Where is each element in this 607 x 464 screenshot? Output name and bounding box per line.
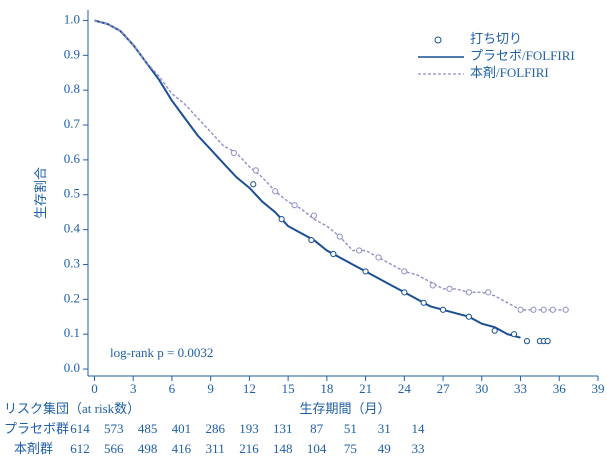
risk-count: 33: [412, 441, 425, 456]
censor-mark: [336, 233, 343, 240]
risk-count: 311: [206, 441, 225, 456]
risk-count: 416: [172, 441, 192, 456]
risk-row-label: プラセボ群: [4, 421, 69, 436]
x-tick-label: 21: [359, 381, 372, 396]
y-tick-label: 0.0: [64, 360, 80, 375]
censor-mark: [375, 254, 382, 261]
censor-mark: [530, 306, 537, 313]
x-tick-label: 0: [91, 381, 98, 396]
censor-mark: [252, 167, 259, 174]
y-tick-label: 0.1: [64, 325, 80, 340]
x-tick-label: 36: [553, 381, 567, 396]
risk-count: 216: [239, 441, 259, 456]
y-tick-label: 0.8: [64, 81, 80, 96]
censor-mark: [549, 306, 556, 313]
censor-mark: [420, 299, 427, 306]
risk-count: 485: [138, 421, 158, 436]
censor-mark: [230, 149, 237, 157]
risk-count: 49: [378, 441, 391, 456]
risk-count: 193: [239, 421, 259, 436]
y-tick-label: 1.0: [64, 11, 80, 26]
x-tick-label: 33: [514, 381, 527, 396]
risk-count: 573: [104, 421, 124, 436]
censor-mark: [429, 282, 436, 289]
censor-mark: [330, 250, 337, 258]
legend-label: 本剤/FOLFIRI: [470, 65, 549, 80]
y-tick-label: 0.7: [64, 116, 81, 131]
risk-count: 75: [344, 441, 357, 456]
annotation: log-rank p = 0.0032: [110, 345, 213, 360]
censor-mark: [439, 306, 447, 313]
risk-count: 51: [344, 421, 357, 436]
survival-curve: [94, 19, 566, 311]
x-tick-label: 6: [169, 381, 176, 396]
censor-mark: [308, 236, 315, 244]
censor-mark: [540, 306, 547, 313]
legend-label: 打ち切り: [470, 31, 522, 46]
censor-mark: [356, 247, 363, 254]
censor-mark: [310, 212, 318, 219]
censor-mark: [517, 306, 524, 313]
y-axis-title: 生存割合: [33, 167, 48, 219]
censor-mark: [401, 289, 408, 296]
risk-count: 87: [310, 421, 324, 436]
x-tick-label: 27: [437, 381, 451, 396]
censor-mark: [523, 338, 531, 345]
x-tick-label: 24: [398, 381, 412, 396]
risk-count: 14: [412, 421, 426, 436]
censor-mark: [362, 268, 369, 275]
censor-mark: [544, 338, 551, 345]
risk-count: 566: [104, 441, 124, 456]
risk-count: 148: [273, 441, 293, 456]
censor-mark: [491, 327, 498, 334]
censor-mark: [510, 331, 518, 338]
x-tick-label: 3: [130, 381, 137, 396]
survival-curve: [94, 19, 521, 339]
x-tick-label: 12: [243, 381, 256, 396]
risk-count: 286: [205, 421, 225, 436]
censor-mark: [465, 313, 472, 320]
censor-mark: [401, 268, 408, 275]
risk-count: 131: [273, 421, 293, 436]
legend-label: プラセボ/FOLFIRI: [470, 48, 575, 63]
censor-mark: [272, 188, 279, 195]
risk-table-title: リスク集団（at risk数）: [4, 401, 140, 416]
censor-mark: [485, 289, 492, 296]
x-axis-title: 生存期間（月）: [299, 401, 390, 416]
censor-mark: [291, 202, 298, 209]
risk-count: 401: [172, 421, 192, 436]
x-tick-label: 9: [207, 381, 214, 396]
y-tick-label: 0.2: [64, 290, 80, 305]
y-tick-label: 0.5: [64, 186, 80, 201]
x-tick-label: 18: [320, 381, 333, 396]
risk-row-label: 本剤群: [14, 441, 53, 456]
censor-mark: [446, 285, 453, 292]
x-tick-label: 30: [475, 381, 488, 396]
risk-count: 614: [70, 421, 90, 436]
censor-mark: [465, 289, 472, 296]
legend-censor-symbol: [434, 36, 442, 44]
censor-mark: [562, 306, 569, 313]
x-tick-label: 39: [592, 381, 605, 396]
y-tick-label: 0.6: [64, 151, 81, 166]
y-tick-label: 0.9: [64, 46, 80, 61]
y-tick-label: 0.3: [64, 255, 80, 270]
risk-count: 104: [307, 441, 327, 456]
censor-mark: [278, 216, 285, 223]
risk-count: 612: [70, 441, 90, 456]
y-tick-label: 0.4: [64, 221, 81, 236]
risk-count: 498: [138, 441, 158, 456]
x-tick-label: 15: [282, 381, 295, 396]
risk-count: 31: [378, 421, 391, 436]
censor-mark: [250, 181, 257, 188]
